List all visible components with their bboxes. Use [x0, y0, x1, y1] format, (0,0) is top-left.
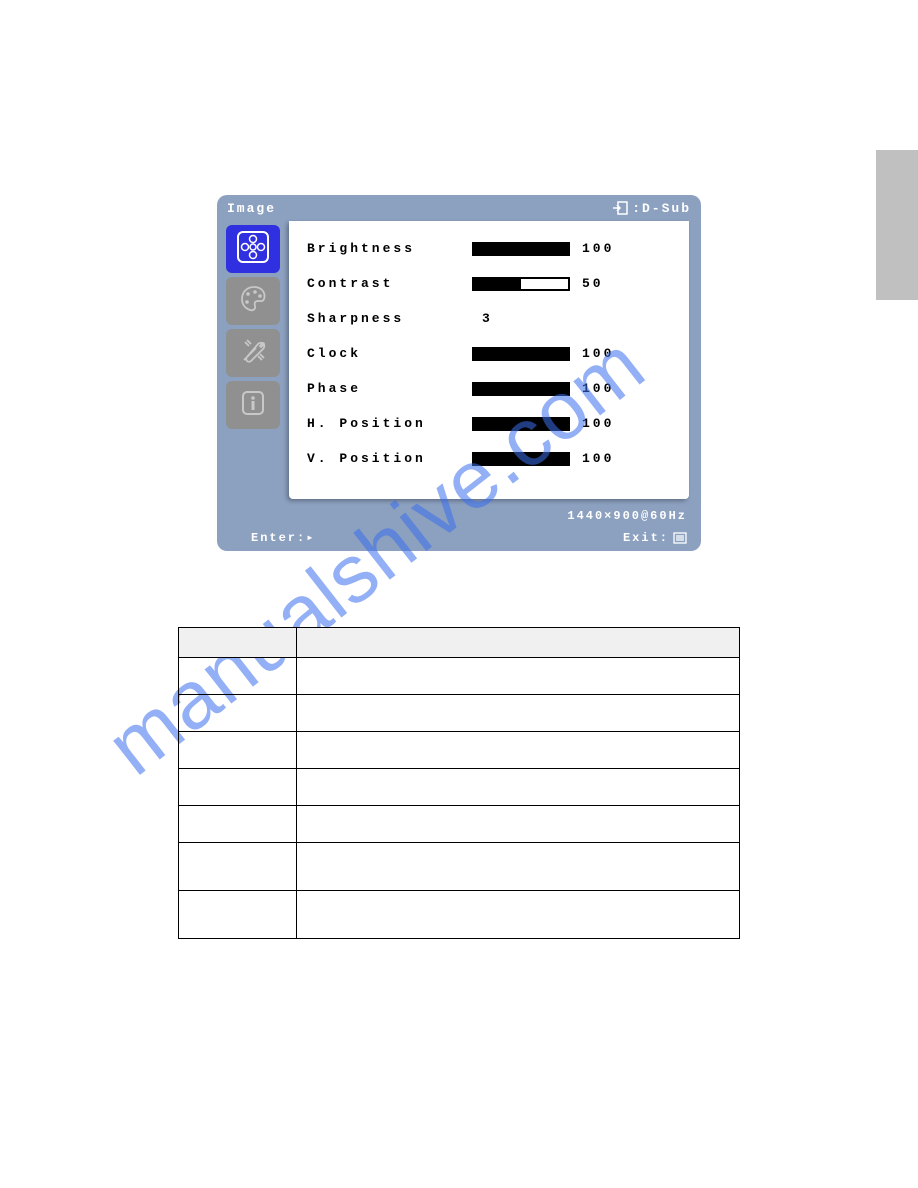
setting-contrast[interactable]: Contrast 50 — [307, 266, 671, 301]
exit-label: Exit: — [623, 531, 669, 545]
setting-value: 100 — [582, 416, 614, 431]
tab-color[interactable] — [226, 277, 280, 325]
setting-value: 100 — [582, 241, 614, 256]
setting-label: Phase — [307, 381, 472, 396]
setting-value: 100 — [582, 381, 614, 396]
setting-value: 100 — [582, 451, 614, 466]
table-row — [179, 695, 740, 732]
setting-brightness[interactable]: Brightness 100 — [307, 231, 671, 266]
osd-title: Image — [227, 201, 276, 216]
exit-hint: Exit: — [623, 531, 687, 545]
setting-h-position[interactable]: H. Position 100 — [307, 406, 671, 441]
description-table — [178, 627, 740, 939]
table-header-cell — [179, 628, 297, 658]
table-row — [179, 806, 740, 843]
osd-input-indicator: :D-Sub — [612, 201, 691, 216]
setting-value: 3 — [482, 311, 493, 326]
setting-value: 100 — [582, 346, 614, 361]
setting-value: 50 — [582, 276, 604, 291]
input-source-icon — [612, 201, 628, 215]
tab-info[interactable] — [226, 381, 280, 429]
osd-panel: Image :D-Sub — [217, 195, 701, 551]
table-row — [179, 843, 740, 891]
palette-icon — [236, 282, 270, 321]
slider-bar — [472, 417, 570, 431]
setting-label: Sharpness — [307, 311, 472, 326]
table-row — [179, 658, 740, 695]
osd-footer: 1440×900@60Hz Enter:▸ Exit: — [217, 507, 701, 551]
table-header-cell — [297, 628, 740, 658]
slider-bar — [472, 347, 570, 361]
slider-bar — [472, 382, 570, 396]
setting-clock[interactable]: Clock 100 — [307, 336, 671, 371]
setting-v-position[interactable]: V. Position 100 — [307, 441, 671, 476]
osd-content: Brightness 100 Contrast 50 Sharpness 3 C… — [289, 221, 689, 499]
resolution-text: 1440×900@60Hz — [567, 509, 687, 523]
tools-icon — [236, 334, 270, 373]
osd-header: Image :D-Sub — [217, 195, 701, 221]
info-icon — [236, 386, 270, 425]
osd-body: Brightness 100 Contrast 50 Sharpness 3 C… — [217, 221, 701, 507]
setting-label: V. Position — [307, 451, 472, 466]
slider-bar — [472, 277, 570, 291]
table-row — [179, 769, 740, 806]
tab-tools[interactable] — [226, 329, 280, 377]
setting-sharpness[interactable]: Sharpness 3 — [307, 301, 671, 336]
osd-sidebar — [217, 221, 289, 507]
setting-phase[interactable]: Phase 100 — [307, 371, 671, 406]
setting-label: Contrast — [307, 276, 472, 291]
slider-bar — [472, 242, 570, 256]
setting-label: H. Position — [307, 416, 472, 431]
input-source-label: :D-Sub — [632, 201, 691, 216]
slider-bar — [472, 452, 570, 466]
flower-icon — [236, 230, 270, 269]
table-header-row — [179, 628, 740, 658]
page-edge-tab — [876, 150, 918, 300]
enter-hint: Enter:▸ — [251, 530, 315, 545]
table-row — [179, 891, 740, 939]
menu-icon — [673, 532, 687, 544]
tab-image[interactable] — [226, 225, 280, 273]
setting-label: Brightness — [307, 241, 472, 256]
table-row — [179, 732, 740, 769]
setting-label: Clock — [307, 346, 472, 361]
